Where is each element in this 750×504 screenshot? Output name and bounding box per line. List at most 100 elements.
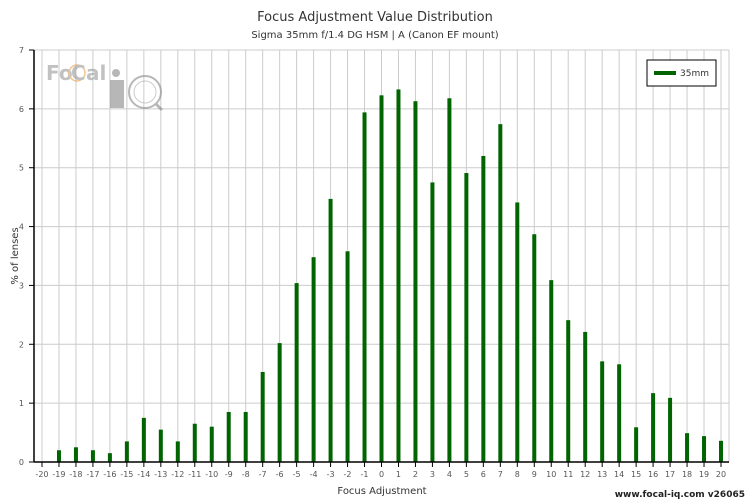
x-tick-label: 19	[699, 470, 709, 479]
bar	[243, 411, 248, 462]
bar	[260, 371, 265, 462]
bar	[702, 436, 707, 462]
x-tick-label: 7	[498, 470, 503, 479]
x-tick-label: 18	[682, 470, 692, 479]
bar	[600, 361, 605, 462]
chart-subtitle: Sigma 35mm f/1.4 DG HSM | A (Canon EF mo…	[251, 30, 498, 41]
bar	[515, 202, 520, 462]
legend: 35mm	[646, 59, 717, 87]
x-tick-label: -16	[103, 470, 116, 479]
x-tick-label: 9	[532, 470, 537, 479]
x-tick-label: 4	[447, 470, 452, 479]
x-tick-label: -9	[225, 470, 233, 479]
x-tick-label: -15	[120, 470, 133, 479]
bar	[192, 423, 197, 462]
x-tick-label: 12	[580, 470, 590, 479]
x-tick-label: -13	[154, 470, 167, 479]
x-axis-label: Focus Adjustment	[337, 486, 426, 497]
bar	[362, 112, 367, 462]
bar	[549, 280, 554, 462]
y-axis-label: % of lenses	[10, 227, 21, 284]
bar	[277, 343, 282, 462]
x-tick-label: -17	[86, 470, 99, 479]
y-tick-label: 3	[19, 281, 24, 290]
bar	[532, 234, 537, 462]
x-tick-label: 17	[665, 470, 675, 479]
bar	[107, 453, 112, 462]
x-tick-label: -12	[171, 470, 184, 479]
bar	[294, 283, 299, 462]
x-tick-label: 20	[716, 470, 726, 479]
bar	[311, 257, 316, 462]
x-tick-label: -5	[293, 470, 301, 479]
bar	[124, 441, 129, 462]
footer: www.focal-iq.com v26065	[615, 490, 745, 500]
x-tick-label: 16	[648, 470, 658, 479]
x-tick-label: 8	[515, 470, 520, 479]
bar	[447, 98, 452, 463]
y-tick-label: 6	[19, 105, 24, 114]
bar	[583, 331, 588, 462]
x-tick-label: -4	[310, 470, 318, 479]
bar	[566, 320, 571, 462]
bar	[651, 393, 656, 462]
bar	[141, 417, 146, 462]
x-tick-label: 2	[413, 470, 418, 479]
x-tick-label: 11	[563, 470, 573, 479]
bar	[498, 124, 503, 462]
x-tick-label: -10	[205, 470, 218, 479]
x-tick-label: 6	[481, 470, 486, 479]
svg-text:Fo: Fo	[46, 61, 73, 85]
x-tick-label: -1	[361, 470, 369, 479]
x-tick-label: -20	[35, 470, 48, 479]
legend-label: 35mm	[680, 69, 709, 79]
bar	[634, 427, 639, 462]
chart-title: Focus Adjustment Value Distribution	[257, 10, 493, 25]
bar	[617, 364, 622, 462]
x-tick-label: 14	[614, 470, 624, 479]
legend-swatch	[654, 71, 676, 75]
bar	[175, 441, 180, 462]
bar	[430, 182, 435, 462]
x-tick-label: -7	[259, 470, 267, 479]
y-tick-label: 5	[19, 164, 24, 173]
bar	[158, 429, 163, 462]
x-tick-label: 3	[430, 470, 435, 479]
y-tick-label: 4	[19, 223, 24, 232]
bar	[73, 447, 78, 462]
x-tick-label: 0	[379, 470, 384, 479]
x-tick-label: 5	[464, 470, 469, 479]
bar	[685, 433, 690, 462]
bar	[464, 173, 469, 463]
svg-text:C: C	[71, 61, 86, 85]
x-tick-label: -3	[327, 470, 335, 479]
bar	[379, 95, 384, 462]
y-tick-label: 2	[19, 340, 24, 349]
bar	[719, 440, 723, 462]
x-tick-label: -6	[276, 470, 284, 479]
x-tick-label: -18	[69, 470, 82, 479]
bar	[481, 155, 486, 462]
svg-text:al: al	[86, 61, 106, 85]
bar	[90, 450, 95, 462]
bar	[56, 450, 61, 462]
x-tick-label: -8	[242, 470, 250, 479]
bar	[413, 101, 418, 462]
x-tick-label: -11	[188, 470, 201, 479]
bar	[226, 411, 231, 462]
y-tick-label: 7	[19, 46, 24, 55]
bar	[668, 397, 673, 462]
bar	[209, 426, 214, 462]
bar	[328, 198, 333, 462]
x-tick-label: 15	[631, 470, 641, 479]
x-tick-label: 1	[396, 470, 401, 479]
x-tick-label: -2	[344, 470, 352, 479]
x-tick-label: 10	[546, 470, 556, 479]
y-tick-label: 0	[19, 458, 24, 467]
x-tick-label: -19	[52, 470, 65, 479]
bar	[345, 251, 350, 462]
y-tick-label: 1	[19, 399, 24, 408]
logo: Fo C al	[46, 61, 164, 112]
bar	[396, 89, 401, 462]
